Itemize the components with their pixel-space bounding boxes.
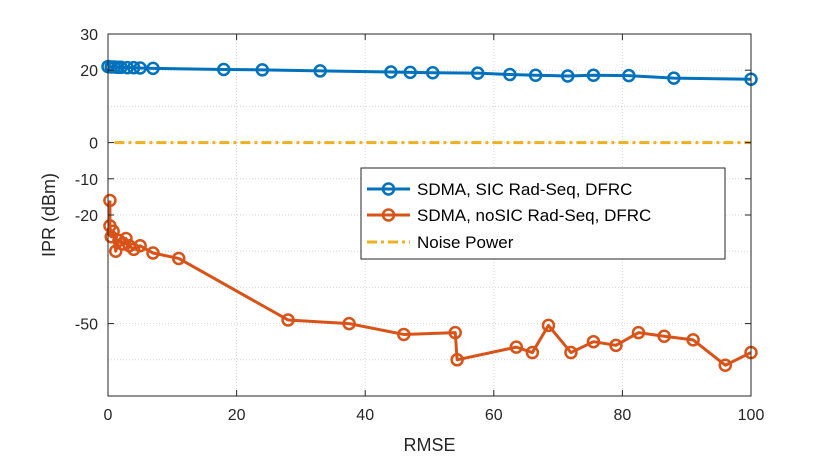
y-tick-label: 20: [80, 63, 98, 80]
series-point-0: [425, 65, 440, 80]
series-point-0: [560, 69, 575, 83]
x-axis-label: RMSE: [403, 435, 455, 455]
legend-label-nosic: SDMA, noSIC Rad-Seq, DFRC: [417, 206, 651, 225]
series-point-0: [146, 61, 160, 76]
series-point-1: [686, 333, 700, 347]
x-tick-label: 80: [614, 407, 632, 424]
series-point-1: [103, 193, 117, 208]
series-point-1: [718, 358, 733, 372]
legend-label-sic: SDMA, SIC Rad-Seq, DFRC: [417, 180, 632, 199]
series-point-0: [313, 64, 327, 78]
series-point-0: [622, 68, 636, 83]
series-layer: [101, 59, 758, 372]
series-point-1: [657, 329, 671, 344]
x-tick-label: 40: [356, 407, 374, 424]
series-point-1: [450, 353, 464, 367]
legend-marker-sic: [381, 182, 396, 196]
series-point-1: [397, 327, 411, 342]
series-point-0: [216, 62, 231, 77]
y-tick-label: -20: [75, 208, 98, 225]
legend-box: [360, 167, 726, 260]
series-point-1: [448, 325, 462, 340]
x-tick-label: 60: [485, 407, 503, 424]
series-point-0: [114, 60, 128, 75]
series-point-1: [509, 340, 524, 354]
series-point-0: [667, 71, 681, 85]
series-point-1: [631, 325, 646, 340]
series-point-1: [586, 334, 601, 349]
series-point-0: [126, 60, 141, 75]
series-point-1: [281, 313, 295, 327]
series-point-1: [342, 316, 356, 331]
series-point-0: [470, 66, 485, 80]
legend: SDMA, SIC Rad-Seq, DFRC SDMA, noSIC Rad-…: [360, 167, 726, 260]
series-point-0: [384, 65, 398, 79]
series-point-0: [120, 60, 135, 75]
series-point-1: [525, 345, 540, 360]
series-point-0: [403, 65, 417, 80]
y-tick-label: -50: [75, 317, 98, 334]
series-point-0: [133, 61, 147, 75]
legend-item-sic: SDMA, SIC Rad-Seq, DFRC: [367, 180, 632, 199]
series-point-0: [255, 63, 270, 77]
series-point-1: [146, 246, 160, 260]
legend-item-nosic: SDMA, noSIC Rad-Seq, DFRC: [367, 206, 651, 225]
series-point-1: [171, 251, 186, 266]
series-point-0: [528, 68, 543, 83]
ticks: 0 20 40 60 80 100 30 20 0 -10 -20 -50: [75, 27, 765, 424]
series-point-0: [503, 67, 517, 82]
x-tick-label: 20: [228, 407, 246, 424]
y-tick-label: 30: [80, 27, 98, 44]
series-point-0: [586, 68, 601, 83]
series-point-1: [564, 345, 578, 360]
y-tick-label: -10: [75, 172, 98, 189]
series-point-1: [133, 239, 147, 253]
y-tick-label: 0: [89, 136, 98, 153]
x-tick-label: 0: [104, 407, 113, 424]
x-tick-label: 100: [738, 407, 765, 424]
legend-marker-nosic: [381, 208, 396, 222]
legend-label-noise: Noise Power: [417, 233, 514, 252]
series-point-1: [119, 231, 133, 246]
legend-item-noise: Noise Power: [367, 233, 514, 252]
series-1: [103, 193, 758, 372]
series-point-1: [609, 338, 623, 353]
series-point-1: [541, 318, 556, 333]
y-axis-label: IPR (dBm): [39, 173, 59, 257]
